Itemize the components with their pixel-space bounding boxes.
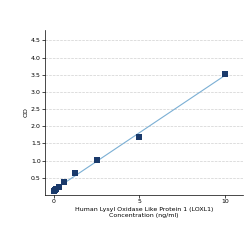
Point (94, 158, 98, 162)
Point (53, 188, 57, 192)
Point (62, 180, 66, 184)
Point (52, 189, 56, 193)
Point (73, 171, 77, 175)
Point (223, 72, 227, 76)
Point (57, 185, 61, 189)
Y-axis label: OD: OD (23, 108, 28, 118)
X-axis label: Human Lysyl Oxidase Like Protein 1 (LOXL1)
Concentration (ng/ml): Human Lysyl Oxidase Like Protein 1 (LOXL… (74, 207, 213, 218)
Point (54, 187, 58, 191)
Point (138, 135, 141, 139)
